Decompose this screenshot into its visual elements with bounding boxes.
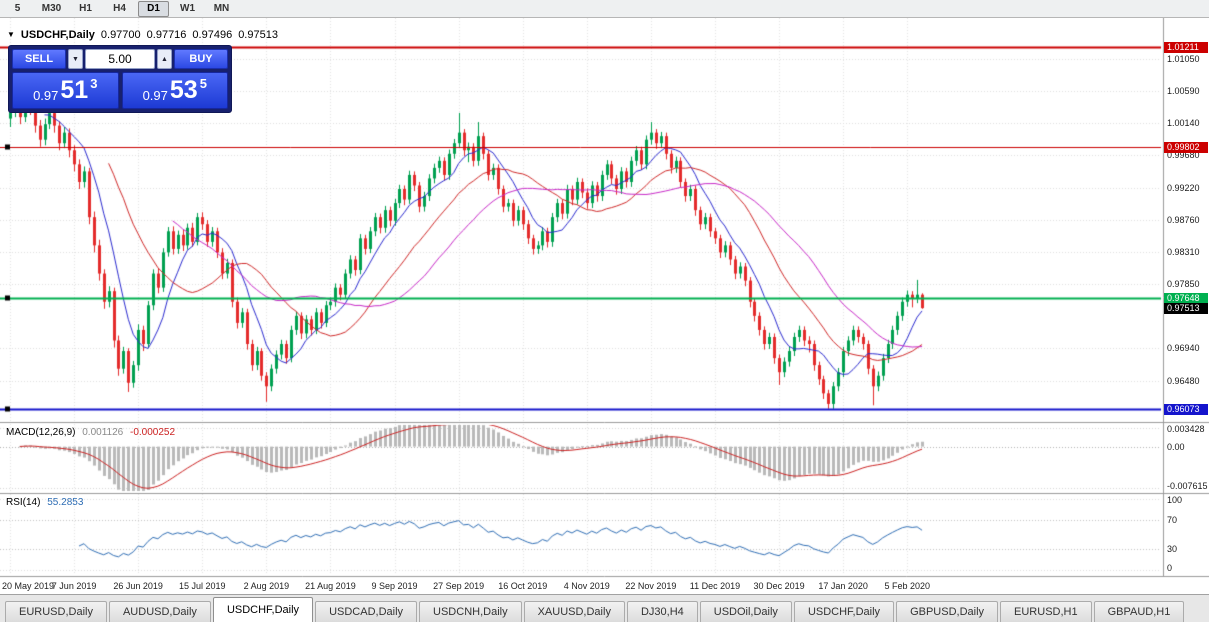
volume-increase-button[interactable]: ▲ <box>157 49 172 69</box>
chart-tab-usdoil-daily-7[interactable]: USDOil,Daily <box>699 601 792 622</box>
sell-price-frac: 3 <box>90 76 98 91</box>
timeframe-toolbar: 5 M30 H1 H4 D1 W1 MN <box>0 0 1209 18</box>
date-label: 27 Sep 2019 <box>433 581 485 591</box>
date-label: 17 Jan 2020 <box>818 581 868 591</box>
date-label: 2 Aug 2019 <box>243 581 290 591</box>
chart-window: 1.01050 1.00590 1.00140 0.99680 0.99220 0.987… <box>0 18 1209 594</box>
chevron-up-icon: ▲ <box>161 55 168 63</box>
chevron-down-icon: ▼ <box>72 55 79 63</box>
chart-tab-bar: EURUSD,Daily AUDUSD,Daily USDCHF,Daily USDC… <box>0 594 1209 622</box>
timeframe-button-w1[interactable]: W1 <box>180 2 195 14</box>
chart-tab-gbpaud-h1-11[interactable]: GBPAUD,H1 <box>1093 601 1185 622</box>
buy-price-pips: 53 <box>169 76 198 104</box>
date-label: 4 Nov 2019 <box>563 581 610 591</box>
buy-price-main: 0.97 <box>142 88 168 103</box>
timeframe-button-m30[interactable]: M30 <box>41 2 62 14</box>
date-label: 21 Aug 2019 <box>305 581 356 591</box>
buy-price-frac: 5 <box>199 76 207 91</box>
buy-price-button[interactable]: 0.97 53 5 <box>121 72 228 109</box>
chart-tab-usdcnh-daily-4[interactable]: USDCNH,Daily <box>419 601 522 622</box>
sell-price-main: 0.97 <box>33 88 59 103</box>
timeframe-button-mn[interactable]: MN <box>213 2 230 14</box>
date-label: 15 Jul 2019 <box>178 581 226 591</box>
chart-tab-usdchf-daily-8[interactable]: USDCHF,Daily <box>793 601 895 622</box>
date-label: 26 Jun 2019 <box>113 581 163 591</box>
chart-tab-usdchf-daily-2[interactable]: USDCHF,Daily <box>212 597 314 622</box>
timeframe-button-h4[interactable]: H4 <box>113 2 126 14</box>
date-label: 11 Dec 2019 <box>689 581 741 591</box>
date-label: 5 Feb 2020 <box>884 581 931 591</box>
timeframe-button-d1[interactable]: D1 <box>138 0 169 17</box>
chart-tab-audusd-daily-1[interactable]: AUDUSD,Daily <box>108 601 211 622</box>
sell-price-pips: 51 <box>60 76 89 104</box>
chart-tab-dj30-h4-6[interactable]: DJ30,H4 <box>626 601 698 622</box>
chart-tab-eurusd-daily-0[interactable]: EURUSD,Daily <box>5 601 107 622</box>
sell-button[interactable]: SELL <box>12 49 66 69</box>
sell-price-button[interactable]: 0.97 51 3 <box>12 72 119 109</box>
date-label: 22 Nov 2019 <box>625 581 677 591</box>
chart-tab-eurusd-h1-10[interactable]: EURUSD,H1 <box>1000 601 1092 622</box>
date-label: 20 May 2019 <box>2 581 55 591</box>
date-label: 9 Sep 2019 <box>371 581 418 591</box>
chart-tab-usdcad-daily-3[interactable]: USDCAD,Daily <box>315 601 418 622</box>
date-label: 16 Oct 2019 <box>498 581 548 591</box>
volume-decrease-button[interactable]: ▼ <box>68 49 83 69</box>
date-axis: 20 May 2019 7 Jun 2019 26 Jun 2019 15 Jul 2… <box>0 578 1209 594</box>
chart-tab-xauusd-daily-5[interactable]: XAUUSD,Daily <box>523 601 625 622</box>
volume-input[interactable] <box>85 49 155 69</box>
date-label: 7 Jun 2019 <box>51 581 97 591</box>
one-click-trading-panel: SELL ▼ ▲ BUY 0.97 51 3 0.97 53 5 <box>8 45 232 113</box>
date-label: 30 Dec 2019 <box>753 581 805 591</box>
buy-button[interactable]: BUY <box>174 49 228 69</box>
timeframe-button-h1[interactable]: H1 <box>79 2 92 14</box>
chart-tab-gbpusd-daily-9[interactable]: GBPUSD,Daily <box>896 601 999 622</box>
timeframe-button-5[interactable]: 5 <box>14 2 21 14</box>
